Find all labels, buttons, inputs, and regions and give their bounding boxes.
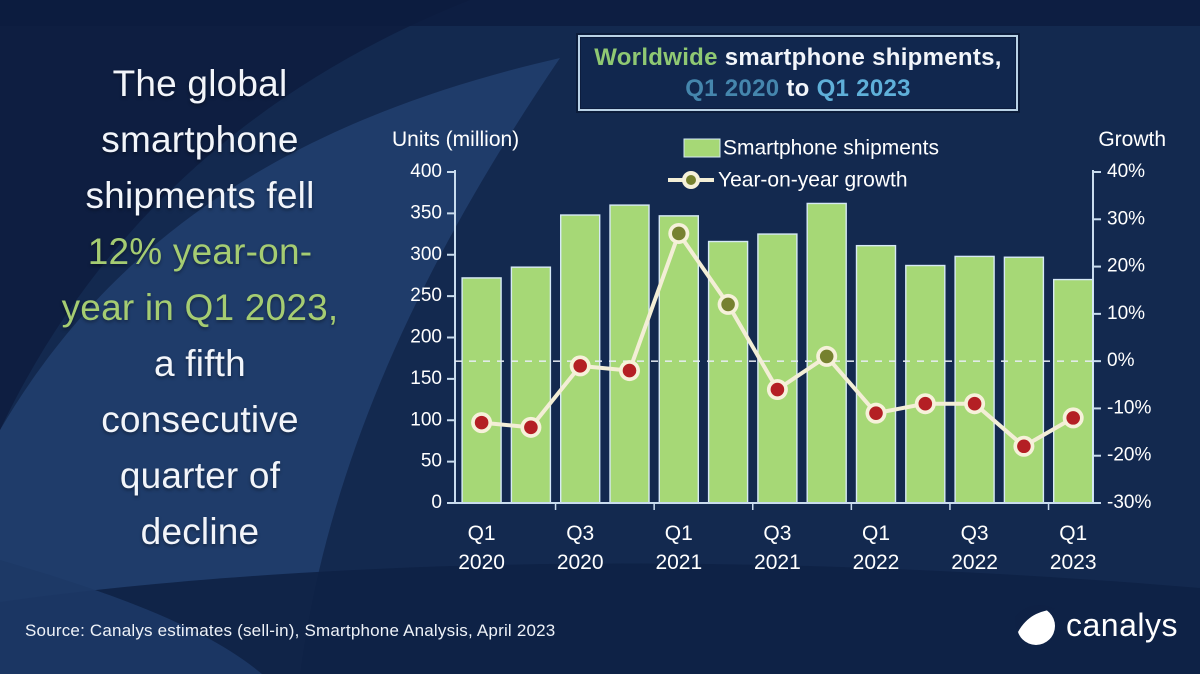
growth-marker [721, 297, 735, 312]
title-segment: smartphone shipments, [717, 44, 1002, 71]
x-axis-label: Q1 2023 [1050, 522, 1097, 574]
shipment-bar [609, 204, 650, 504]
growth-marker [869, 406, 883, 420]
headline-line: year in Q1 2023, [61, 287, 339, 328]
left-axis-tick-label: 150 [410, 368, 442, 389]
headline-line: The global [112, 63, 288, 104]
shipment-bar [461, 277, 502, 504]
growth-marker [622, 363, 637, 378]
headline-line: 12% year-on- [87, 231, 313, 272]
left-axis-tick-label: 300 [410, 244, 442, 265]
left-axis-title: Units (million) [392, 128, 519, 151]
legend-marker-icon [686, 175, 696, 185]
right-axis-tick-label: 0% [1107, 350, 1135, 371]
shipment-bar [1003, 256, 1045, 504]
right-axis-tick-label: 30% [1107, 208, 1145, 229]
shipment-bar [707, 240, 749, 504]
background-bottom-curve [0, 563, 1200, 674]
legend-line-label: Year-on-year growth [718, 169, 908, 192]
headline-line: decline [140, 511, 260, 552]
canalys-logo-icon [1015, 605, 1055, 645]
x-axis-label: Q3 2021 [754, 522, 801, 574]
legend-bars-label: Smartphone shipments [723, 137, 939, 160]
title-segment: Q1 2023 [816, 75, 911, 102]
legend-bar-swatch-icon [683, 138, 721, 158]
shipment-bar [658, 215, 699, 504]
headline-line: consecutive [101, 399, 299, 440]
growth-marker [573, 359, 587, 373]
growth-marker [474, 415, 489, 430]
growth-marker [672, 226, 686, 241]
headline-line: shipments fell [85, 175, 315, 216]
background-top-strip [0, 0, 1200, 26]
growth-marker [819, 349, 834, 364]
shipment-bar [1052, 278, 1094, 504]
legend: Smartphone shipments Year-on-year growth [668, 137, 939, 192]
background-dark-corner [0, 0, 470, 430]
right-axis-tick-label: -30% [1107, 492, 1151, 513]
background-light-band [0, 58, 560, 674]
growth-markers [471, 222, 1084, 457]
headline-line: smartphone [101, 119, 299, 160]
chart-title-line1: Worldwide smartphone shipments, [594, 42, 1002, 73]
x-axis-label: Q3 2020 [557, 522, 604, 574]
growth-marker [524, 420, 538, 435]
chart-title-box: Worldwide smartphone shipments, Q1 2020 … [578, 35, 1018, 111]
growth-marker [770, 382, 785, 397]
background-bottom-left-arc [0, 560, 262, 674]
right-axis: 40% 30% 20% 10% 0% -10% -20% -30% [1092, 161, 1151, 513]
left-axis-tick-label: 250 [410, 285, 442, 306]
growth-marker [967, 396, 982, 411]
growth-marker [918, 396, 933, 411]
right-axis-tick-label: 20% [1107, 256, 1145, 277]
shipment-bar [855, 244, 897, 504]
source-note: Source: Canalys estimates (sell-in), Sma… [25, 621, 556, 640]
x-axis-label: Q1 2021 [655, 522, 702, 574]
x-axis-labels: Q1 2020 Q3 2020 Q1 2021 Q3 2021 Q1 2022 Q3 2022 Q1 20… [458, 522, 1096, 574]
left-axis-tick-label: 0 [431, 492, 442, 513]
headline-text: The global smartphone shipments fell 12% ye… [28, 56, 372, 560]
growth-marker [1066, 411, 1080, 425]
left-axis-tick-label: 400 [410, 161, 442, 182]
title-segment: Q1 2020 [685, 75, 780, 102]
shipment-bar [905, 264, 946, 504]
headline-line: a fifth [154, 343, 246, 384]
left-axis-tick-label: 350 [410, 202, 442, 223]
right-axis-tick-label: -20% [1107, 445, 1151, 466]
growth-marker [1017, 439, 1031, 454]
left-axis-tick-label: 200 [410, 327, 442, 348]
headline-line: quarter of [119, 455, 281, 496]
right-axis-tick-label: 40% [1107, 161, 1145, 182]
canalys-logo-text: canalys [1066, 606, 1178, 643]
left-axis-tick-label: 100 [410, 409, 442, 430]
shipment-bar [954, 255, 995, 504]
title-segment: to [779, 75, 817, 102]
shipment-bar [510, 266, 552, 504]
left-axis: 400 350 300 250 200 150 100 50 0 [410, 161, 456, 513]
left-axis-tick-label: 50 [421, 451, 442, 472]
right-axis-tick-label: 10% [1107, 303, 1145, 324]
x-axis-label: Q1 2020 [458, 522, 505, 574]
title-segment: Worldwide [594, 44, 718, 71]
chart-title-line2: Q1 2020 to Q1 2023 [685, 73, 911, 104]
right-axis-tick-label: -10% [1107, 397, 1151, 418]
shipments-bar-series [461, 202, 1094, 504]
canalys-logo: canalys [1015, 602, 1178, 648]
right-axis-title: Growth [1098, 128, 1166, 151]
x-axis-label: Q3 2022 [951, 522, 998, 574]
x-axis-label: Q1 2022 [853, 522, 900, 574]
